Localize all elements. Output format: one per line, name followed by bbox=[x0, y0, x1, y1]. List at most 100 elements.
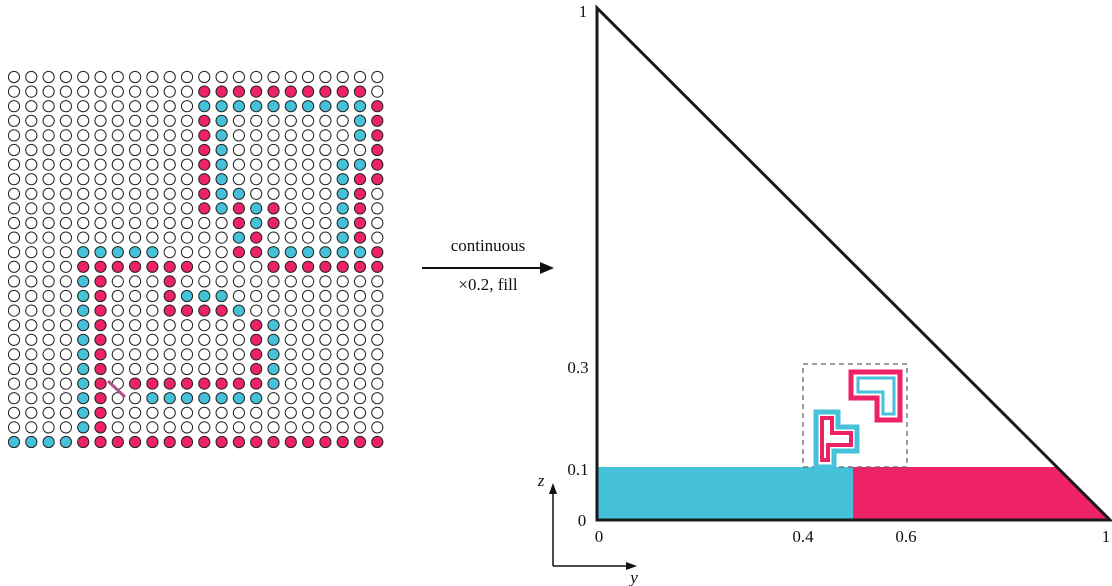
grid-node bbox=[94, 158, 107, 171]
grid-node bbox=[232, 362, 245, 376]
grid-node bbox=[215, 143, 228, 157]
inset-shape-large-cyan bbox=[856, 376, 896, 416]
grid-node bbox=[180, 362, 194, 376]
grid-node bbox=[267, 70, 280, 84]
grid-node bbox=[267, 406, 280, 419]
grid-node bbox=[180, 216, 194, 230]
grid-node bbox=[129, 187, 142, 200]
grid-node bbox=[42, 260, 55, 273]
grid-node bbox=[232, 158, 245, 171]
grid-node bbox=[129, 173, 142, 186]
grid-node bbox=[111, 187, 124, 200]
grid-node bbox=[94, 173, 107, 186]
grid-node bbox=[59, 143, 73, 157]
grid-node bbox=[232, 348, 245, 361]
grid-node bbox=[7, 377, 21, 390]
grid-node bbox=[180, 158, 194, 171]
grid-node bbox=[284, 216, 297, 230]
grid-node bbox=[25, 275, 38, 288]
grid-node bbox=[284, 289, 297, 303]
grid-node bbox=[371, 231, 384, 244]
grid-node bbox=[336, 70, 349, 84]
grid-node bbox=[129, 143, 142, 157]
grid-node bbox=[94, 100, 107, 113]
grid-node bbox=[198, 289, 211, 303]
grid-node bbox=[163, 435, 176, 449]
grid-node bbox=[59, 260, 73, 273]
grid-node bbox=[336, 187, 349, 200]
grid-node bbox=[59, 129, 73, 142]
grid-node bbox=[59, 304, 73, 317]
grid-node bbox=[163, 260, 176, 273]
grid-node bbox=[319, 362, 332, 376]
grid-node bbox=[42, 275, 55, 288]
grid-node bbox=[250, 100, 263, 113]
grid-node bbox=[129, 435, 142, 449]
grid-node bbox=[284, 319, 297, 332]
grid-node bbox=[284, 260, 297, 273]
grid-node bbox=[111, 173, 124, 186]
grid-node bbox=[284, 114, 297, 127]
grid-node bbox=[336, 435, 349, 449]
grid-node bbox=[163, 216, 176, 230]
grid-node bbox=[59, 216, 73, 230]
grid-node bbox=[284, 173, 297, 186]
grid-node bbox=[146, 143, 159, 157]
grid-node bbox=[94, 377, 107, 390]
magenta-region bbox=[853, 467, 1110, 520]
grid-node bbox=[111, 129, 124, 142]
grid-node bbox=[267, 246, 280, 259]
grid-node bbox=[129, 231, 142, 244]
grid-node bbox=[302, 260, 315, 273]
grid-node bbox=[319, 158, 332, 171]
grid-node bbox=[146, 70, 159, 84]
grid-node bbox=[111, 319, 124, 332]
grid-node bbox=[250, 70, 263, 84]
grid-node bbox=[77, 246, 90, 259]
grid-node bbox=[77, 406, 90, 419]
grid-node bbox=[232, 100, 245, 113]
grid-node bbox=[111, 158, 124, 171]
grid-node bbox=[25, 129, 38, 142]
grid-node bbox=[25, 319, 38, 332]
grid-node bbox=[250, 260, 263, 273]
grid-node bbox=[250, 202, 263, 215]
grid-node bbox=[302, 289, 315, 303]
grid-node bbox=[215, 275, 228, 288]
grid-node bbox=[94, 70, 107, 84]
grid-node bbox=[59, 70, 73, 84]
grid-node bbox=[146, 260, 159, 273]
grid-node bbox=[42, 289, 55, 303]
grid-node bbox=[284, 406, 297, 419]
grid-node bbox=[7, 158, 21, 171]
grid-node bbox=[59, 377, 73, 390]
grid-node bbox=[319, 216, 332, 230]
grid-node bbox=[353, 143, 367, 157]
grid-node bbox=[163, 85, 176, 98]
grid-node bbox=[77, 187, 90, 200]
grid-node bbox=[111, 202, 124, 215]
grid-node bbox=[371, 275, 384, 288]
grid-node bbox=[302, 377, 315, 390]
grid-node bbox=[42, 202, 55, 215]
grid-node bbox=[42, 406, 55, 419]
grid-node bbox=[42, 216, 55, 230]
grid-node bbox=[371, 362, 384, 376]
grid-node bbox=[215, 85, 228, 98]
grid-node bbox=[146, 392, 159, 405]
grid-node bbox=[284, 202, 297, 215]
grid-node bbox=[353, 114, 367, 127]
grid-node bbox=[180, 435, 194, 449]
grid-node bbox=[42, 143, 55, 157]
grid-node bbox=[250, 187, 263, 200]
grid-node bbox=[353, 231, 367, 244]
grid-node bbox=[232, 85, 245, 98]
grid-node bbox=[163, 246, 176, 259]
grid-node bbox=[371, 406, 384, 419]
grid-node bbox=[267, 319, 280, 332]
grid-node bbox=[146, 216, 159, 230]
grid-node bbox=[25, 348, 38, 361]
grid-node bbox=[250, 392, 263, 405]
grid-node bbox=[267, 216, 280, 230]
grid-node bbox=[7, 216, 21, 230]
